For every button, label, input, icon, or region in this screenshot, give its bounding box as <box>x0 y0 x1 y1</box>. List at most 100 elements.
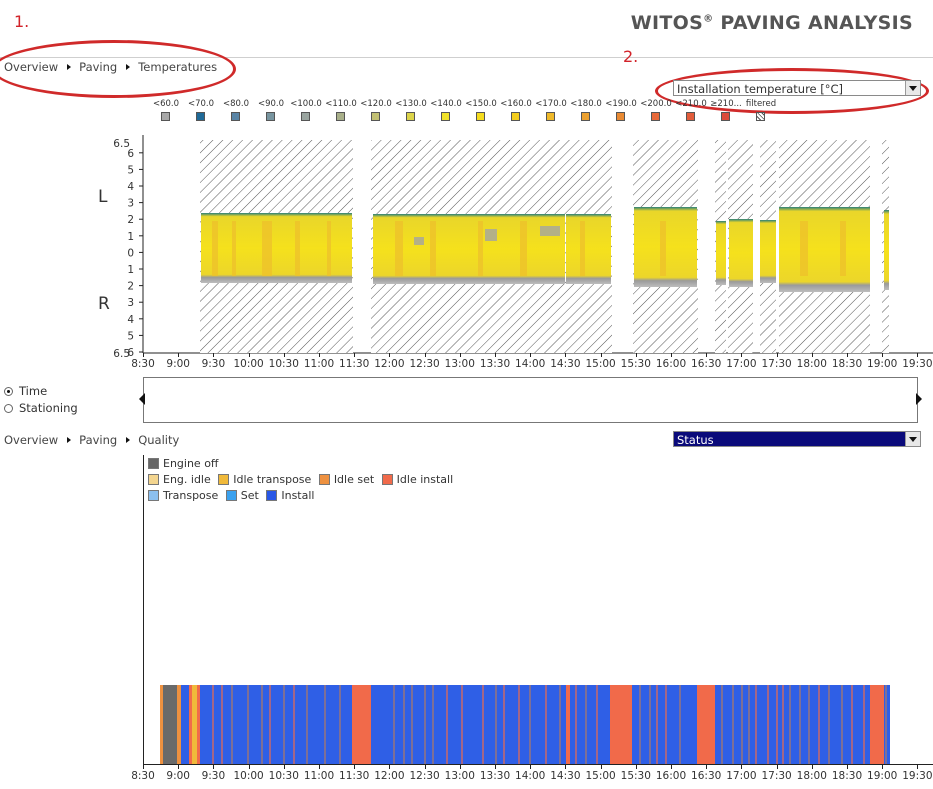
quality-metric-select[interactable]: Status <box>673 431 921 447</box>
temperature-type-select[interactable]: Installation temperature [°C] <box>673 80 921 96</box>
status-x-tick-mark <box>495 765 496 769</box>
status-x-tick-label: 18:00 <box>796 770 827 782</box>
temp-x-tick-label: 16:30 <box>691 358 722 370</box>
status-x-tick-mark <box>283 765 285 769</box>
legend-swatch-icon <box>225 490 237 501</box>
temperature-hot-streak <box>520 221 527 276</box>
temperature-hot-streak <box>840 221 846 276</box>
temperature-data-block <box>716 221 726 285</box>
time-range-slider[interactable] <box>143 377 918 423</box>
temp-x-tick-mark <box>143 353 144 357</box>
status-x-tick-mark <box>354 765 356 769</box>
temp-legend-swatch[interactable] <box>406 112 415 121</box>
status-x-tick-label: 11:30 <box>339 770 370 782</box>
chevron-down-icon[interactable] <box>905 432 920 446</box>
temperature-data-block <box>779 207 870 292</box>
status-x-tick-label: 12:00 <box>374 770 405 782</box>
temp-legend-swatch[interactable] <box>266 112 275 121</box>
range-start-handle[interactable] <box>139 393 145 405</box>
status-segment <box>697 685 715 764</box>
temp-legend-swatch[interactable] <box>651 112 660 121</box>
legend-item-engine-off: Engine off <box>148 457 219 470</box>
temp-legend-label: <120.0 <box>360 99 392 109</box>
temp-legend-swatch[interactable] <box>476 112 485 121</box>
temp-legend-swatch[interactable] <box>301 112 310 121</box>
breadcrumb-item-overview[interactable]: Overview <box>4 60 59 74</box>
temp-legend-label: <140.0 <box>430 99 462 109</box>
side-label-left: L <box>98 187 108 207</box>
status-x-tick-label: 19:30 <box>902 770 933 782</box>
breadcrumb-item-overview[interactable]: Overview <box>4 433 59 447</box>
quality-metric-value: Status <box>677 433 714 447</box>
y-tick-label: 1 <box>127 264 134 276</box>
status-x-tick-mark <box>424 765 426 769</box>
temp-legend-swatch[interactable] <box>441 112 450 121</box>
breadcrumb-item-paving[interactable]: Paving <box>79 433 118 447</box>
temp-legend-swatch[interactable] <box>581 112 590 121</box>
temp-x-tick-label: 12:30 <box>409 358 440 370</box>
temp-legend-label: <190.0 <box>605 99 637 109</box>
legend-swatch-icon <box>218 474 230 485</box>
legend-item-idle-set: Idle set <box>318 473 374 486</box>
status-chart-x-axis <box>143 764 933 765</box>
breadcrumb-separator-icon <box>67 437 72 443</box>
mode-stationing-radio[interactable]: Stationing <box>4 401 78 415</box>
temp-legend-swatch[interactable] <box>616 112 625 121</box>
temp-legend-swatch[interactable] <box>371 112 380 121</box>
temp-legend-swatch[interactable] <box>721 112 730 121</box>
temp-x-tick-label: 13:30 <box>479 358 511 370</box>
status-timeline-chart <box>160 685 890 764</box>
status-x-tick-mark <box>706 765 708 769</box>
breadcrumb-separator-icon <box>126 437 131 443</box>
app-brand-title: WITOS® PAVING ANALYSIS <box>630 12 913 34</box>
temperature-data-block <box>729 219 753 287</box>
status-segment <box>160 685 163 764</box>
temp-legend-label: filtered <box>745 99 777 109</box>
temp-legend-swatch[interactable] <box>336 112 345 121</box>
y-tick-label: 3 <box>127 198 134 210</box>
status-segment <box>610 685 632 764</box>
status-x-tick-mark <box>600 765 602 769</box>
temp-legend-swatch[interactable] <box>196 112 205 121</box>
temp-legend-swatch[interactable] <box>231 112 240 121</box>
temp-x-tick-label: 11:30 <box>339 358 370 370</box>
legend-swatch-icon <box>148 474 159 485</box>
temp-legend-label: <170.0 <box>535 99 567 109</box>
temp-legend-label: <100.0 <box>290 99 322 109</box>
mode-time-radio[interactable]: Time <box>4 384 47 398</box>
chevron-down-icon[interactable] <box>905 81 920 95</box>
status-x-tick-mark <box>776 765 778 769</box>
y-tick-label: 6 <box>127 148 134 160</box>
temp-legend-label: <90.0 <box>257 99 285 109</box>
status-x-tick-mark <box>635 765 637 769</box>
side-label-right: R <box>98 294 110 314</box>
status-x-tick-mark <box>741 765 743 769</box>
status-x-tick-label: 10:00 <box>233 770 264 782</box>
status-x-tick-label: 10:30 <box>268 770 299 782</box>
temp-legend-swatch[interactable] <box>161 112 170 121</box>
temp-legend-swatch[interactable] <box>686 112 695 121</box>
temperature-type-value: Installation temperature [°C] <box>677 82 844 96</box>
status-x-tick-mark <box>459 765 461 769</box>
status-segment <box>192 685 197 764</box>
temperature-hot-streak <box>212 221 218 276</box>
temp-legend-swatch[interactable] <box>546 112 555 121</box>
temp-x-tick-mark <box>917 353 919 357</box>
temp-legend-label: <160.0 <box>500 99 532 109</box>
temp-x-tick-mark <box>459 353 461 357</box>
temperature-hot-streak <box>430 221 436 276</box>
temp-legend-filtered-swatch[interactable] <box>756 112 765 121</box>
mode-stationing-label: Stationing <box>19 401 78 415</box>
status-x-tick-label: 15:30 <box>620 770 651 782</box>
breadcrumb-item-paving[interactable]: Paving <box>79 60 118 74</box>
status-x-tick-mark <box>319 765 320 769</box>
temp-x-tick-mark <box>565 353 567 357</box>
legend-swatch-icon <box>148 490 159 501</box>
breadcrumb-item-quality[interactable]: Quality <box>138 433 180 447</box>
temp-legend-label: ≥210... <box>710 99 742 109</box>
y-tick-label: 4 <box>127 181 134 193</box>
breadcrumb-item-temperatures[interactable]: Temperatures <box>138 60 218 74</box>
status-segment <box>715 685 870 764</box>
temp-legend-swatch[interactable] <box>511 112 520 121</box>
range-end-handle[interactable] <box>916 393 922 405</box>
